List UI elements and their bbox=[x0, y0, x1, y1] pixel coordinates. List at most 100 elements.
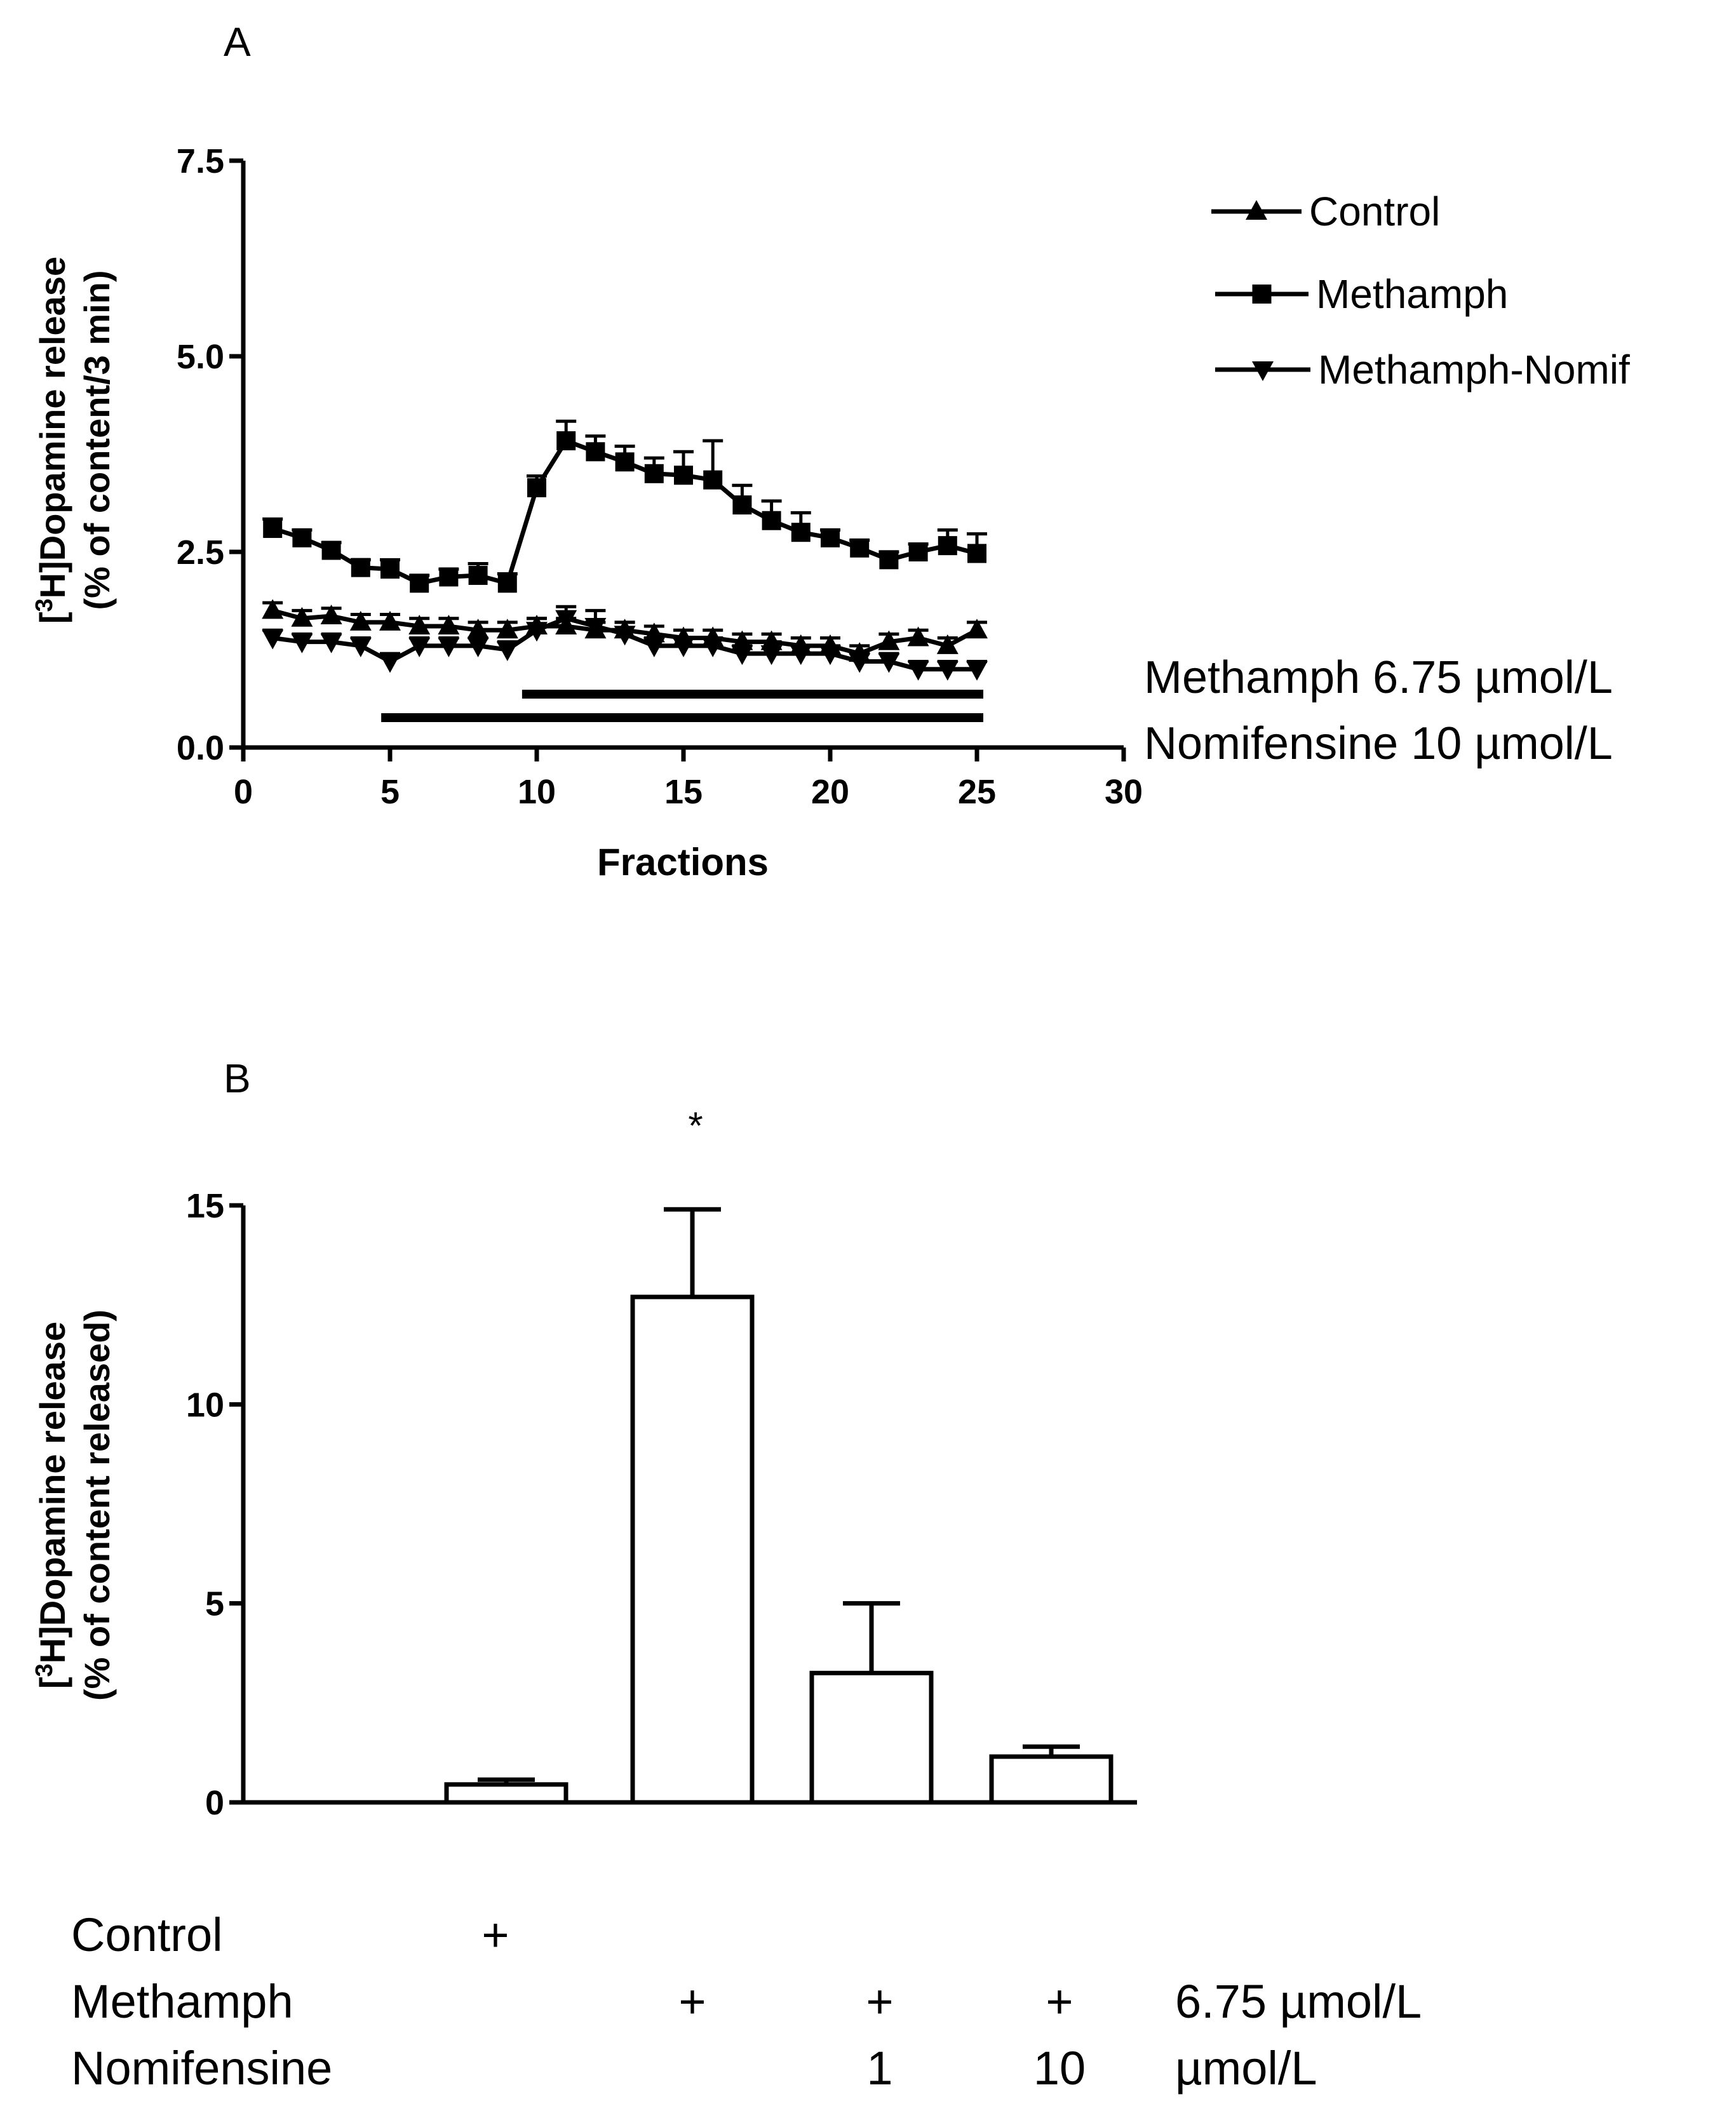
data-point bbox=[731, 645, 753, 666]
legend-marker bbox=[1252, 285, 1272, 304]
condition-row: Control + bbox=[71, 1908, 509, 1961]
panel-a-y-axis-label-line-1: [3H]Dopamine release bbox=[31, 257, 72, 624]
data-point bbox=[703, 470, 723, 490]
bar bbox=[809, 1670, 934, 1805]
y-tick-label: 5 bbox=[205, 1585, 224, 1623]
bar-group: * bbox=[630, 1104, 755, 1805]
legend-label: Methamph-Nomif bbox=[1318, 347, 1630, 392]
legend-marker bbox=[1246, 200, 1267, 220]
data-point bbox=[497, 573, 517, 593]
data-point bbox=[615, 452, 635, 472]
y-tick-label: 15 bbox=[186, 1187, 224, 1225]
data-point bbox=[762, 511, 781, 530]
data-point bbox=[467, 619, 489, 639]
x-tick-label: 10 bbox=[518, 773, 556, 811]
data-point bbox=[966, 619, 988, 639]
x-tick-label: 0 bbox=[234, 773, 253, 811]
data-point bbox=[292, 528, 312, 547]
condition-cell: + bbox=[481, 1908, 509, 1961]
panel-a-x-axis-label: Fractions bbox=[597, 841, 769, 883]
data-point bbox=[262, 599, 284, 619]
data-point bbox=[938, 536, 957, 556]
panel-b-y-axis-label-line-1: [3H]Dopamine release bbox=[31, 1322, 72, 1689]
data-point bbox=[438, 615, 460, 635]
panel-b-label: B bbox=[224, 1056, 251, 1101]
data-point bbox=[291, 633, 313, 654]
data-point bbox=[349, 610, 372, 631]
panel-a-legend: Control Methamph Methamph-Nomif bbox=[1211, 189, 1630, 392]
data-point bbox=[380, 560, 400, 579]
treatment-label: Nomifensine 10 µmol/L bbox=[1144, 718, 1613, 769]
series-methamph-nomif bbox=[262, 605, 988, 681]
data-point bbox=[555, 610, 577, 630]
panel-b-bars: * bbox=[444, 1104, 1114, 1805]
data-point bbox=[584, 618, 607, 638]
data-point bbox=[936, 634, 959, 654]
legend-label: Methamph bbox=[1316, 271, 1508, 317]
panel-a: A [3H]Dopamine release (% of content/3 m… bbox=[31, 19, 1630, 883]
bar bbox=[630, 1294, 755, 1805]
data-point bbox=[408, 637, 431, 657]
data-point bbox=[526, 622, 548, 642]
data-point bbox=[439, 567, 459, 587]
data-point bbox=[408, 615, 431, 635]
data-point bbox=[321, 540, 341, 560]
data-point bbox=[351, 558, 370, 577]
data-point bbox=[643, 637, 665, 657]
x-tick-label: 15 bbox=[664, 773, 703, 811]
x-tick-label: 25 bbox=[958, 773, 996, 811]
legend-item: Methamph bbox=[1215, 271, 1508, 317]
condition-unit: µmol/L bbox=[1175, 2042, 1317, 2095]
y-tick-label: 2.5 bbox=[177, 533, 224, 572]
condition-cell: 1 bbox=[866, 2042, 892, 2095]
data-point bbox=[849, 653, 871, 673]
data-point bbox=[966, 660, 988, 681]
legend-item: Control bbox=[1211, 189, 1440, 234]
y-tick-label: 0 bbox=[205, 1784, 224, 1822]
data-point bbox=[379, 653, 401, 673]
data-point bbox=[262, 629, 284, 650]
legend-marker bbox=[1252, 361, 1274, 381]
bar bbox=[989, 1754, 1114, 1805]
panel-a-tick-labels: 0.0 2.5 5.0 7.5 0 5 10 15 20 25 30 bbox=[177, 142, 1143, 811]
data-point bbox=[673, 637, 694, 657]
y-tick-label: 0.0 bbox=[177, 729, 224, 767]
data-point bbox=[878, 653, 900, 673]
data-point bbox=[702, 637, 724, 657]
panel-b-tick-labels: 0 5 10 15 bbox=[186, 1187, 224, 1822]
condition-label: Methamph bbox=[71, 1975, 293, 2028]
data-point bbox=[732, 495, 752, 515]
condition-cell: + bbox=[1046, 1975, 1073, 2028]
x-tick-label: 30 bbox=[1105, 773, 1143, 811]
data-point bbox=[496, 641, 518, 661]
data-point bbox=[263, 519, 283, 539]
panel-b-y-axis-label-line-2: (% of content released) bbox=[77, 1310, 117, 1701]
condition-cell: + bbox=[866, 1975, 893, 2028]
y-tick-label: 7.5 bbox=[177, 142, 224, 180]
data-point bbox=[410, 573, 429, 593]
panel-a-axes bbox=[229, 158, 1126, 761]
legend-item: Methamph-Nomif bbox=[1215, 347, 1630, 392]
panel-a-y-axis-label-line-2: (% of content/3 min) bbox=[77, 270, 117, 610]
data-point bbox=[878, 630, 900, 650]
x-tick-label: 20 bbox=[811, 773, 849, 811]
data-point bbox=[467, 637, 489, 657]
bar-group bbox=[989, 1744, 1114, 1805]
data-point bbox=[556, 431, 576, 451]
panel-a-series bbox=[262, 419, 988, 681]
condition-cell: + bbox=[678, 1975, 706, 2028]
y-tick-label: 5.0 bbox=[177, 338, 224, 376]
data-point bbox=[674, 466, 693, 485]
panel-b: B [3H]Dopamine release (% of content rel… bbox=[31, 1056, 1422, 2095]
data-point bbox=[790, 645, 812, 666]
condition-label: Control bbox=[71, 1908, 223, 1961]
data-point bbox=[438, 637, 460, 657]
bar-group bbox=[809, 1601, 934, 1805]
data-point bbox=[760, 645, 783, 666]
series-methamph bbox=[262, 419, 987, 593]
data-point bbox=[291, 607, 313, 627]
condition-row: Methamph + + +6.75 µmol/L bbox=[71, 1975, 1422, 2028]
data-point bbox=[907, 660, 929, 681]
condition-unit: 6.75 µmol/L bbox=[1175, 1975, 1422, 2028]
x-tick-label: 5 bbox=[380, 773, 400, 811]
